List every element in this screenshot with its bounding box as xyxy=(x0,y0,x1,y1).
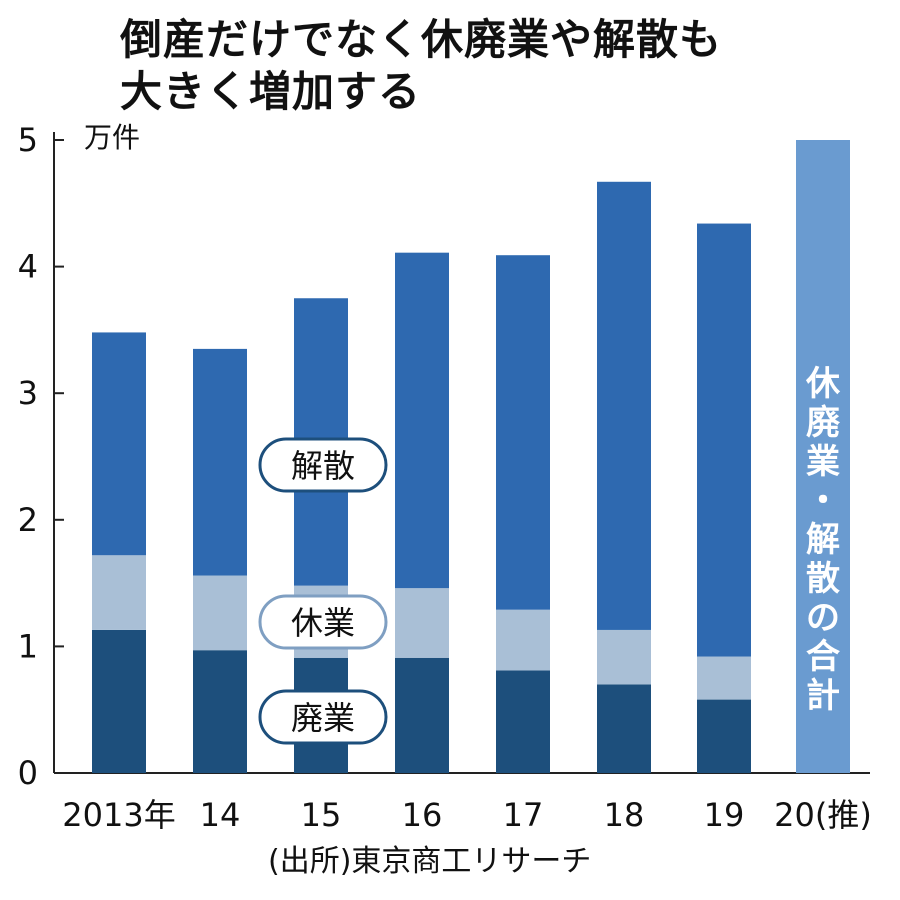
y-tick-label-4: 4 xyxy=(18,248,38,286)
x-tick-label-0: 2013年 xyxy=(62,796,175,834)
label-haigyo-text: 廃業 xyxy=(291,699,355,737)
total-bar-label-char-2: 業 xyxy=(806,442,840,482)
bar-haigyo-4 xyxy=(496,670,550,773)
bar-kaisan-3 xyxy=(395,252,449,589)
bar-haigyo-6 xyxy=(697,699,751,773)
bar-kyugyo-3 xyxy=(395,588,449,658)
total-bar-label-char-4: 解 xyxy=(806,520,840,560)
y-unit-label: 万件 xyxy=(84,121,141,154)
label-kaisan-text: 解散 xyxy=(291,447,355,485)
total-bar-label-char-0: 休 xyxy=(805,364,841,404)
total-bar-label-char-8: 計 xyxy=(806,676,840,716)
bar-kyugyo-1 xyxy=(193,575,247,651)
bar-kyugyo-5 xyxy=(597,629,651,685)
title-line-1: 倒産だけでなく休廃業や解散も xyxy=(120,15,723,64)
bar-haigyo-0 xyxy=(92,629,146,773)
y-tick-label-2: 2 xyxy=(18,501,38,539)
total-bar-label-char-7: 合 xyxy=(806,637,840,677)
label-kaisan-pill xyxy=(258,437,388,493)
bar-total-7 xyxy=(796,140,850,773)
bar-haigyo-3 xyxy=(395,657,449,773)
total-bar-label-char-1: 廃 xyxy=(806,403,841,443)
bar-kyugyo-0 xyxy=(92,555,146,630)
bar-haigyo-5 xyxy=(597,684,651,773)
label-kyugyo-text: 休業 xyxy=(291,604,355,642)
y-tick-label-5: 5 xyxy=(18,121,38,159)
bar-kaisan-4 xyxy=(496,255,550,610)
x-tick-label-1: 14 xyxy=(200,796,241,834)
label-haigyo-pill xyxy=(258,689,388,745)
total-bar-label-char-5: 散 xyxy=(806,559,840,599)
x-tick-label-4: 17 xyxy=(503,796,544,834)
x-tick-label-2: 15 xyxy=(301,796,342,834)
total-bar-label-char-6: の xyxy=(806,598,840,638)
source-note: (出所)東京商工リサーチ xyxy=(268,844,592,879)
title-line-2: 大きく増加する xyxy=(120,67,422,116)
x-tick-label-7: 20(推) xyxy=(774,796,872,834)
chart-title: 倒産だけでなく休廃業や解散も 大きく増加する xyxy=(120,14,722,118)
label-kyugyo-pill xyxy=(258,594,388,650)
y-tick-label-0: 0 xyxy=(18,754,38,792)
bar-kaisan-5 xyxy=(597,181,651,630)
bar-kaisan-0 xyxy=(92,332,146,556)
bar-kaisan-1 xyxy=(193,348,247,576)
x-tick-label-5: 18 xyxy=(604,796,645,834)
bar-kyugyo-4 xyxy=(496,609,550,671)
bar-kyugyo-6 xyxy=(697,656,751,700)
y-tick-label-3: 3 xyxy=(18,374,38,412)
x-tick-label-6: 19 xyxy=(704,796,745,834)
bar-haigyo-1 xyxy=(193,650,247,773)
bar-kaisan-6 xyxy=(697,223,751,657)
x-tick-label-3: 16 xyxy=(402,796,443,834)
y-tick-label-1: 1 xyxy=(18,627,38,665)
total-bar-label-char-3: ・ xyxy=(806,481,840,521)
